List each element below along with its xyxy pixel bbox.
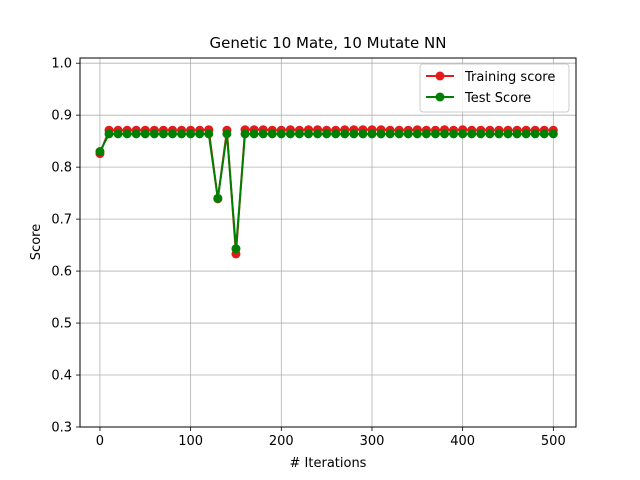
legend-label-training: Training score — [464, 70, 555, 85]
data-point-test — [267, 129, 277, 139]
data-point-test — [467, 129, 477, 139]
y-tick-label: 0.5 — [51, 317, 72, 332]
data-point-test — [122, 129, 132, 139]
data-point-test — [294, 129, 304, 139]
data-point-test — [340, 129, 350, 139]
data-point-test — [213, 193, 223, 203]
data-point-test — [331, 129, 341, 139]
x-axis-label: # Iterations — [290, 456, 367, 471]
data-point-test — [204, 129, 214, 139]
plot-frame — [79, 57, 577, 428]
y-tick-label: 0.7 — [51, 213, 72, 228]
data-point-test — [167, 129, 177, 139]
x-tick-label: 200 — [269, 434, 294, 449]
data-point-test — [249, 129, 259, 139]
data-point-test — [285, 129, 295, 139]
legend-label-test: Test Score — [464, 91, 531, 106]
data-point-test — [385, 129, 395, 139]
y-tick-label: 1.0 — [51, 57, 72, 72]
axis-ticks: 0 100 200 300 400 500 0.3 0.4 0.5 0.6 0.7 0.8 0.9 1.0 — [51, 57, 565, 449]
data-point-test — [158, 129, 168, 139]
data-point-test — [349, 129, 359, 139]
legend-box — [419, 63, 570, 113]
legend: Training score Test Score — [419, 63, 570, 113]
data-point-test — [322, 129, 332, 139]
x-tick-label: 500 — [541, 434, 566, 449]
data-point-test — [503, 129, 513, 139]
data-point-test — [276, 129, 286, 139]
y-tick-label: 0.4 — [51, 369, 72, 384]
data-point-test — [458, 129, 468, 139]
data-point-test — [304, 129, 314, 139]
data-point-test — [449, 129, 459, 139]
y-tick-label: 0.9 — [51, 109, 72, 124]
series-test — [95, 129, 558, 254]
data-point-test — [367, 129, 377, 139]
data-point-test — [240, 129, 250, 139]
data-point-test — [440, 129, 450, 139]
data-point-test — [195, 129, 205, 139]
legend-marker-training — [435, 71, 445, 81]
data-point-test — [412, 129, 422, 139]
data-point-test — [231, 244, 241, 254]
data-point-test — [358, 129, 368, 139]
data-point-test — [149, 129, 159, 139]
data-point-test — [95, 147, 105, 157]
x-tick-label: 0 — [96, 434, 104, 449]
x-tick-label: 400 — [450, 434, 475, 449]
data-point-test — [186, 129, 196, 139]
y-tick-label: 0.8 — [51, 161, 72, 176]
data-point-test — [394, 129, 404, 139]
data-point-test — [476, 129, 486, 139]
data-point-test — [494, 129, 504, 139]
y-tick-label: 0.6 — [51, 265, 72, 280]
data-point-test — [376, 129, 386, 139]
data-point-test — [485, 129, 495, 139]
y-tick-label: 0.3 — [51, 421, 72, 436]
legend-marker-test — [435, 92, 445, 102]
data-point-test — [521, 129, 531, 139]
series-layer — [95, 125, 558, 259]
data-point-test — [539, 129, 549, 139]
x-tick-label: 100 — [178, 434, 203, 449]
x-tick-label: 300 — [360, 434, 385, 449]
data-point-test — [131, 129, 141, 139]
data-point-test — [104, 129, 114, 139]
data-point-test — [313, 129, 323, 139]
data-point-test — [113, 129, 123, 139]
y-axis-label: Score — [29, 224, 44, 260]
data-point-test — [530, 129, 540, 139]
data-point-test — [421, 129, 431, 139]
data-point-test — [403, 129, 413, 139]
data-point-test — [258, 129, 268, 139]
data-point-test — [222, 129, 232, 139]
grid-lines — [80, 58, 576, 428]
data-point-test — [512, 129, 522, 139]
data-point-test — [430, 129, 440, 139]
data-point-test — [177, 129, 187, 139]
chart-title: Genetic 10 Mate, 10 Mutate NN — [210, 34, 447, 52]
data-point-test — [140, 129, 150, 139]
data-point-test — [548, 129, 558, 139]
